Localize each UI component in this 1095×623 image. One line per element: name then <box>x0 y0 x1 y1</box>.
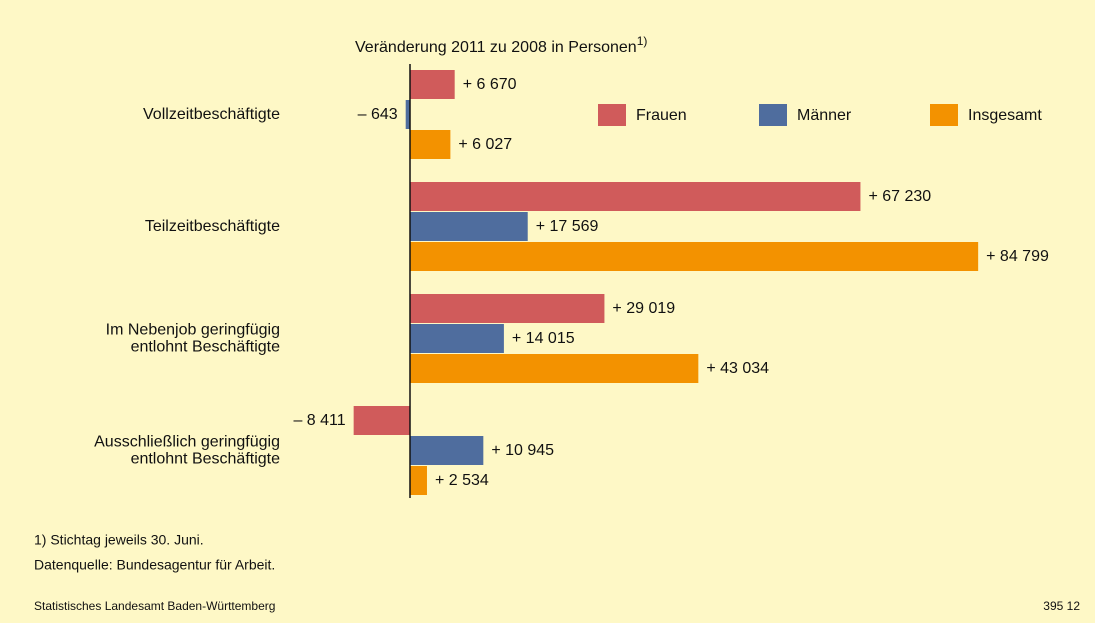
value-label: + 17 569 <box>536 218 599 235</box>
bar <box>410 354 699 383</box>
value-label: + 43 034 <box>706 360 769 377</box>
bar <box>410 130 451 159</box>
legend-swatch <box>759 104 787 126</box>
bar <box>410 294 605 323</box>
category-label: Vollzeitbeschäftigte <box>143 106 280 123</box>
bar <box>410 324 504 353</box>
value-label: + 10 945 <box>491 442 554 459</box>
bar <box>405 100 410 129</box>
legend-swatch <box>930 104 958 126</box>
category-label: Teilzeitbeschäftigte <box>145 218 280 235</box>
legend-swatch <box>598 104 626 126</box>
value-label: + 14 015 <box>512 330 575 347</box>
legend-label: Männer <box>797 107 852 124</box>
legend-label: Frauen <box>636 107 687 124</box>
value-label: + 6 027 <box>458 136 512 153</box>
bar <box>353 406 410 435</box>
category-label: Im Nebenjob geringfügig entlohnt Beschäft… <box>106 322 280 356</box>
bar <box>410 70 455 99</box>
footnote: Datenquelle: Bundesagentur für Arbeit. <box>34 557 275 573</box>
bar <box>410 466 427 495</box>
bar <box>410 436 484 465</box>
value-label: + 6 670 <box>463 76 517 93</box>
title-text: Veränderung 2011 zu 2008 in Personen <box>355 39 637 56</box>
value-label: + 2 534 <box>435 472 489 489</box>
value-label: – 643 <box>358 106 398 123</box>
value-label: + 29 019 <box>612 300 675 317</box>
bar <box>410 182 861 211</box>
legend-label: Insgesamt <box>968 107 1042 124</box>
category-label: Ausschließlich geringfügig entlohnt Besch… <box>94 434 280 468</box>
source: Statistisches Landesamt Baden-Württember… <box>34 599 275 613</box>
footnote: 1) Stichtag jeweils 30. Juni. <box>34 532 204 548</box>
value-label: + 67 230 <box>868 188 931 205</box>
value-label: – 8 411 <box>293 412 345 429</box>
value-label: + 84 799 <box>986 248 1049 265</box>
bar <box>410 242 979 271</box>
title-note: 1) <box>637 34 648 48</box>
chart-title: Veränderung 2011 zu 2008 in Personen1) <box>355 34 647 56</box>
chart-code: 395 12 <box>1043 599 1080 613</box>
bar <box>410 212 528 241</box>
